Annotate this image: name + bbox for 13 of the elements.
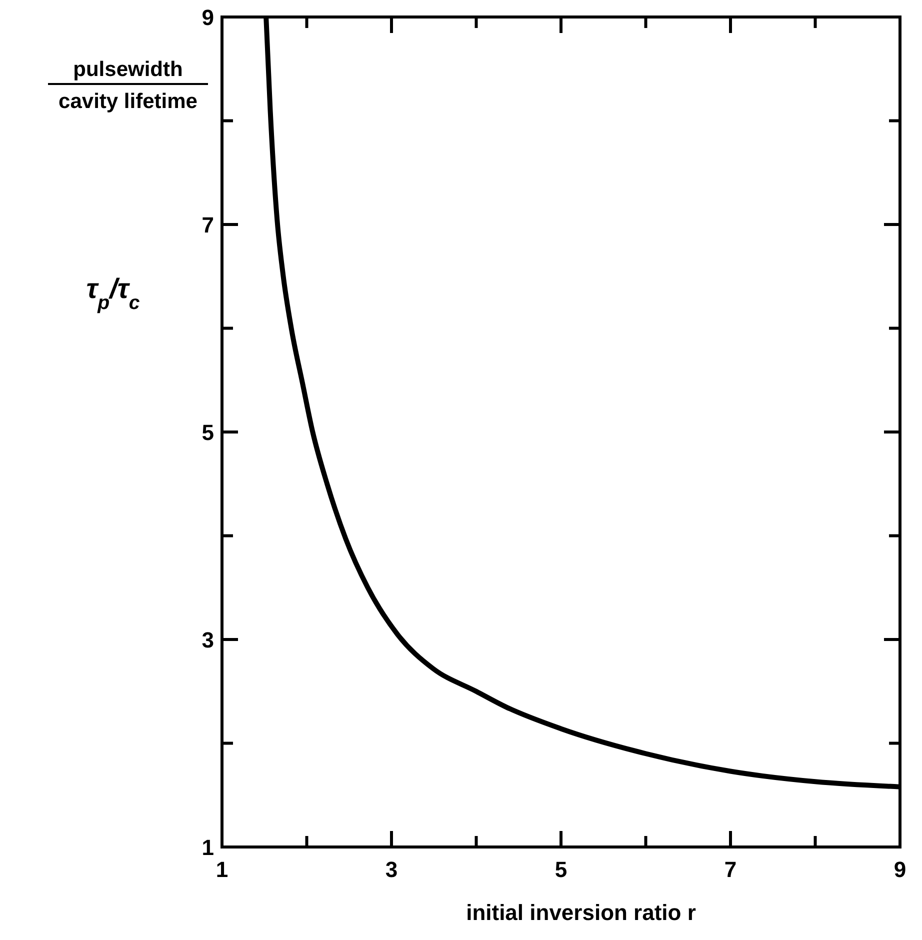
x-tick-label: 9 [894, 857, 906, 882]
text: cavity lifetime [58, 90, 198, 113]
x-tick-label: 5 [554, 857, 568, 882]
x-axis-title: initial inversion ratio r [466, 900, 696, 925]
y-tick-label: 1 [202, 835, 214, 860]
y-tick-label: 3 [202, 628, 214, 652]
y-tick-label: 7 [202, 212, 214, 238]
y2-axis-title: τ$_{p}$/τ$_{c}$ [86, 273, 140, 314]
x-tick-label: 7 [724, 857, 737, 882]
x-tick-label: 3 [385, 857, 398, 882]
y-tick-label: 9 [202, 5, 214, 30]
y-axis-title: pulsewidth [73, 58, 183, 81]
y-tick-label: 5 [202, 420, 214, 445]
